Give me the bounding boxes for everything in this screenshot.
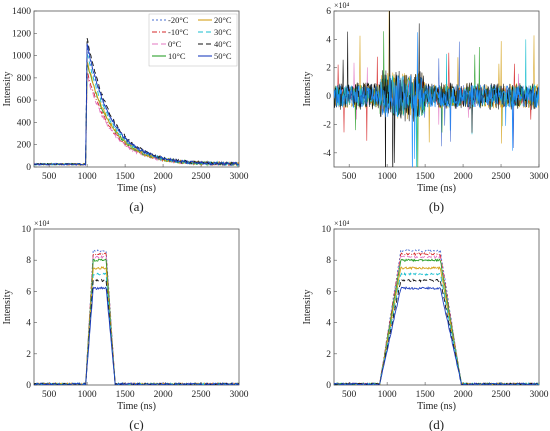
panel-label: (c) <box>129 417 143 431</box>
x-tick-label: 2500 <box>192 172 211 182</box>
y-tick-label: 1000 <box>12 52 31 62</box>
x-tick-label: 500 <box>42 390 57 400</box>
panel-label: (b) <box>429 199 444 214</box>
x-tick-label: 1000 <box>378 172 397 182</box>
chart-panel-2: 500 1000 1500 2000 2500 3000 -4 -2 0 2 4 6 Time (ns)… <box>302 1 549 214</box>
y-tick-label: 1200 <box>12 29 31 39</box>
y-tick-label: 600 <box>17 96 32 106</box>
x-tick-label: 1500 <box>416 390 435 400</box>
x-tick-label: 500 <box>342 390 357 400</box>
panel-label: (a) <box>129 199 143 214</box>
y-tick-label: 2 <box>326 350 331 360</box>
series-line-7 <box>334 11 539 167</box>
y-axis-label: Intensity <box>2 72 13 107</box>
legend-label: 30°C <box>214 27 232 37</box>
y-tick-label: 0 <box>26 381 31 391</box>
plot-area <box>33 228 240 386</box>
y-axis-label: Intensity <box>2 290 13 325</box>
y-exponent-label: ×10⁴ <box>34 219 50 228</box>
x-tick-label: 1000 <box>378 390 397 400</box>
y-tick-label: 8 <box>326 256 331 266</box>
legend-label: -20°C <box>168 15 189 25</box>
y-tick-label: 0 <box>326 381 331 391</box>
series-line-8 <box>334 286 539 385</box>
series-line-8 <box>34 286 239 385</box>
x-tick-label: 2000 <box>154 390 173 400</box>
x-tick-label: 1000 <box>78 390 97 400</box>
legend-label: 0°C <box>168 39 182 49</box>
y-tick-label: 800 <box>17 74 32 84</box>
plot-area <box>333 228 540 386</box>
y-tick-label: 10 <box>322 225 332 235</box>
x-tick-label: 500 <box>42 172 57 182</box>
x-axis-label: Time (ns) <box>417 183 456 194</box>
y-tick-label: 6 <box>326 7 331 17</box>
x-axis-label: Time (ns) <box>417 401 456 412</box>
y-tick-label: 2 <box>26 350 31 360</box>
legend-label: 20°C <box>214 15 232 25</box>
y-tick-label: -2 <box>323 120 331 130</box>
y-tick-label: 0 <box>26 163 31 173</box>
y-tick-label: 4 <box>326 319 331 329</box>
x-axis-label: Time (ns) <box>117 183 156 194</box>
x-tick-label: 500 <box>342 172 357 182</box>
y-tick-label: 4 <box>26 319 31 329</box>
y-tick-label: 6 <box>26 287 31 297</box>
y-tick-label: 200 <box>17 141 32 151</box>
x-tick-label: 3000 <box>230 390 249 400</box>
x-tick-label: 1500 <box>116 172 135 182</box>
legend-label: 40°C <box>214 39 232 49</box>
y-tick-label: 4 <box>326 35 331 45</box>
legend-label: 10°C <box>168 51 186 61</box>
y-tick-label: 10 <box>22 225 32 235</box>
series-line-6 <box>34 53 239 167</box>
x-tick-label: 2000 <box>454 172 473 182</box>
legend-label: 50°C <box>214 51 232 61</box>
x-tick-label: 2500 <box>192 390 211 400</box>
panel-label: (d) <box>429 417 444 431</box>
y-exponent-label: ×10⁴ <box>334 1 350 10</box>
y-axis-label: Intensity <box>302 290 313 325</box>
chart-panel-1: 500 1000 1500 2000 2500 3000 0 200 400 600 800 1000… <box>2 7 249 214</box>
x-tick-label: 3000 <box>230 172 249 182</box>
chart-panel-4: 500 1000 1500 2000 2500 3000 0 2 4 6 8 10 Time (ns) I… <box>302 219 549 431</box>
legend: -20°C 20°C -10°C 30°C 0°C 40°C 10°C 50°C <box>148 13 238 67</box>
series-line-7 <box>334 278 539 385</box>
y-tick-label: 6 <box>326 287 331 297</box>
y-tick-label: 1400 <box>12 7 31 17</box>
x-tick-label: 3000 <box>530 172 549 182</box>
legend-label: -10°C <box>168 27 189 37</box>
x-axis-label: Time (ns) <box>117 401 156 412</box>
x-tick-label: 3000 <box>530 390 549 400</box>
legend-box <box>148 13 238 67</box>
x-tick-label: 2500 <box>492 172 511 182</box>
y-tick-label: 400 <box>17 118 32 128</box>
x-tick-label: 1500 <box>116 390 135 400</box>
series-line-8 <box>34 43 239 167</box>
x-tick-label: 2000 <box>454 390 473 400</box>
series-line-3 <box>34 75 239 167</box>
y-axis-label: Intensity <box>302 72 313 107</box>
x-tick-label: 2000 <box>154 172 173 182</box>
y-exponent-label: ×10⁴ <box>334 219 350 228</box>
chart-panel-3: 500 1000 1500 2000 2500 3000 0 2 4 6 8 10 Time (ns) I… <box>2 219 249 431</box>
y-tick-label: 2 <box>326 64 331 74</box>
y-tick-label: -4 <box>323 149 331 159</box>
y-tick-label: 0 <box>326 92 331 102</box>
x-tick-label: 2500 <box>492 390 511 400</box>
series-line-8 <box>334 32 539 167</box>
x-tick-label: 1000 <box>78 172 97 182</box>
y-tick-label: 8 <box>26 256 31 266</box>
x-tick-label: 1500 <box>416 172 435 182</box>
